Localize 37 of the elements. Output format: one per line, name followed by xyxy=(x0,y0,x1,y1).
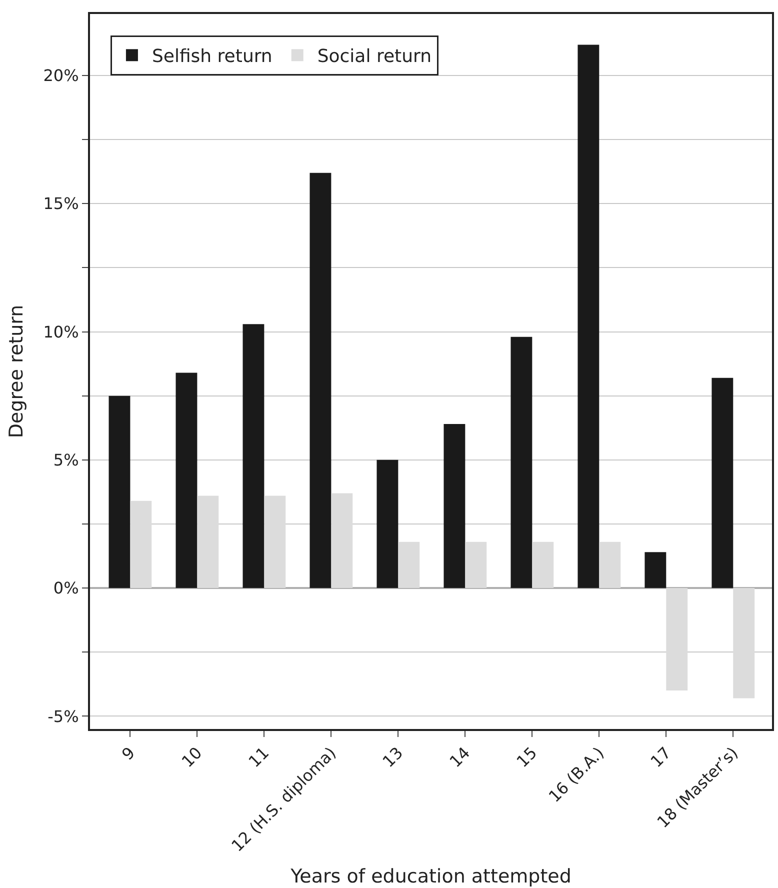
y-tick-label: -5% xyxy=(48,706,79,726)
bar xyxy=(599,542,621,588)
y-axis-title: Degree return xyxy=(6,304,28,438)
bar xyxy=(130,500,152,588)
bar xyxy=(465,542,487,588)
bar xyxy=(666,588,688,691)
x-tick-label: 13 xyxy=(378,743,407,772)
bar xyxy=(712,378,734,588)
bar xyxy=(444,424,466,588)
bar xyxy=(398,542,420,588)
bar xyxy=(331,493,353,588)
legend-label: Social return xyxy=(317,46,432,68)
bar xyxy=(376,460,398,588)
x-tick-label: 9 xyxy=(118,743,139,764)
bar xyxy=(510,336,532,588)
bar xyxy=(578,44,600,588)
y-tick-label: 15% xyxy=(43,194,79,214)
y-tick-label: 0% xyxy=(53,578,79,598)
x-tick-label: 15 xyxy=(512,743,541,772)
x-tick-label: 14 xyxy=(446,743,474,772)
y-tick-label: 5% xyxy=(53,450,79,470)
bar xyxy=(108,396,130,588)
y-tick-label: 20% xyxy=(43,66,79,86)
bar xyxy=(532,542,554,588)
x-axis-title: Years of education attempted xyxy=(290,866,572,888)
bar xyxy=(733,588,755,698)
bar xyxy=(310,172,332,588)
bar xyxy=(176,372,198,588)
x-tick-label: 10 xyxy=(178,743,206,772)
x-tick-label: 11 xyxy=(244,743,273,772)
x-tick-label: 17 xyxy=(646,743,675,772)
bar xyxy=(197,496,219,588)
bar xyxy=(242,324,264,588)
legend-label: Selfish return xyxy=(152,46,272,68)
bar xyxy=(644,552,666,588)
bar xyxy=(264,496,286,588)
y-tick-label: 10% xyxy=(43,322,79,342)
